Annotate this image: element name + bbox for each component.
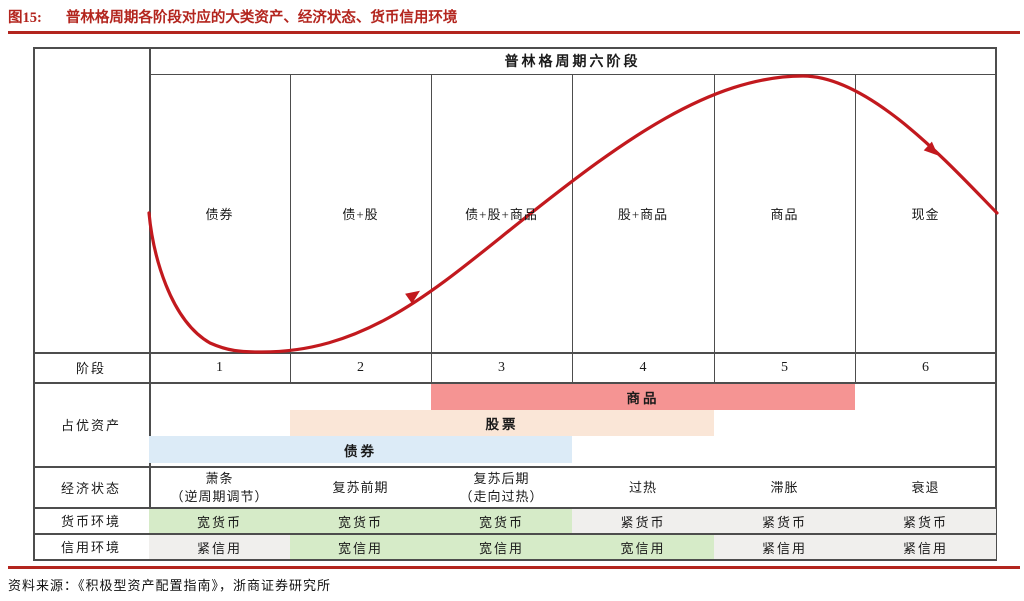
economy-cell-4: 过热 bbox=[628, 479, 657, 495]
curve-label-bonds-stocks-commodities: 债+股+商品 bbox=[465, 207, 538, 222]
figure-caption: 图15: 普林格周期各阶段对应的大类资产、经济状态、货币信用环境 bbox=[8, 6, 1016, 27]
grid-line bbox=[33, 47, 35, 561]
grid-line bbox=[33, 559, 996, 561]
row-label-money: 货币环境 bbox=[60, 514, 121, 529]
dominant-bar-commodity: 商品 bbox=[431, 384, 855, 410]
money-cell-3: 宽货币 bbox=[431, 509, 572, 533]
row-label-dominant-assets: 占优资产 bbox=[60, 418, 121, 433]
money-cell-1: 宽货币 bbox=[149, 509, 290, 533]
grid-line bbox=[33, 47, 996, 49]
grid-line bbox=[33, 507, 996, 509]
dominant-bar-stock: 股票 bbox=[290, 410, 714, 436]
money-cell-6: 紧货币 bbox=[855, 509, 996, 533]
figure-label: 图15: bbox=[8, 10, 42, 26]
stage-cell-6: 6 bbox=[922, 359, 929, 375]
row-label-economy: 经济状态 bbox=[60, 480, 121, 496]
credit-cell-1: 紧信用 bbox=[149, 535, 290, 559]
figure-title: 普林格周期各阶段对应的大类资产、经济状态、货币信用环境 bbox=[65, 10, 458, 26]
grid-line bbox=[33, 382, 996, 384]
economy-cell-6: 衰退 bbox=[911, 479, 940, 495]
curve-label-bonds-stocks: 债+股 bbox=[342, 207, 379, 222]
stage-cell-5: 5 bbox=[781, 359, 788, 375]
row-label-credit: 信用环境 bbox=[60, 540, 121, 555]
grid-line bbox=[33, 533, 996, 535]
source-divider bbox=[8, 566, 1020, 569]
stage-cell-4: 4 bbox=[639, 359, 647, 375]
credit-cell-2: 宽信用 bbox=[290, 535, 431, 559]
money-cell-5: 紧货币 bbox=[714, 509, 855, 533]
economy-cell-1: 萧条 （逆周期调节） bbox=[170, 470, 269, 504]
credit-cell-6: 紧信用 bbox=[855, 535, 996, 559]
credit-cell-4: 宽信用 bbox=[572, 535, 714, 559]
curve-label-cash: 现金 bbox=[911, 207, 940, 222]
curve-label-bonds: 债券 bbox=[205, 207, 234, 222]
economy-cell-2: 复苏前期 bbox=[332, 479, 389, 495]
dominant-bar-bond: 债券 bbox=[149, 436, 572, 463]
stage-cell-3: 3 bbox=[498, 359, 505, 375]
title-divider bbox=[8, 31, 1020, 34]
stage-cell-1: 1 bbox=[216, 359, 223, 375]
money-cell-2: 宽货币 bbox=[290, 509, 431, 533]
credit-cell-5: 紧信用 bbox=[714, 535, 855, 559]
curve-label-stocks-commodities: 股+商品 bbox=[617, 207, 669, 222]
money-cell-4: 紧货币 bbox=[572, 509, 714, 533]
credit-cell-3: 宽信用 bbox=[431, 535, 572, 559]
table-header: 普林格周期六阶段 bbox=[504, 54, 641, 70]
row-label-stage: 阶段 bbox=[75, 361, 106, 376]
economy-cell-5: 滞胀 bbox=[770, 479, 799, 495]
economy-cell-3: 复苏后期 （走向过热） bbox=[459, 470, 544, 504]
curve-label-commodities: 商品 bbox=[770, 207, 799, 222]
stage-cell-2: 2 bbox=[357, 359, 364, 375]
source-text: 资料来源：《积极型资产配置指南》，浙商证券研究所 bbox=[8, 578, 332, 593]
grid-line bbox=[33, 466, 996, 468]
